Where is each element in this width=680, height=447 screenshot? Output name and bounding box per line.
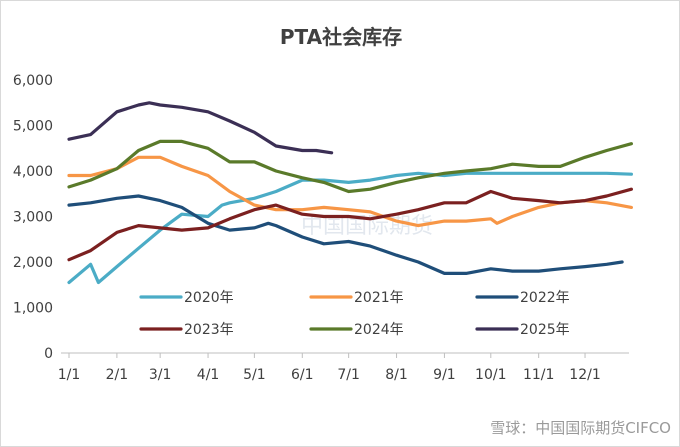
legend-item-2022: 2022年: [475, 290, 570, 306]
legend-label: 2024年: [354, 322, 404, 338]
y-tick-label: 0: [44, 346, 53, 362]
legend-item-2020: 2020年: [139, 290, 234, 306]
y-tick-label: 1,000: [13, 301, 53, 317]
legend-item-2023: 2023年: [139, 322, 234, 338]
x-tick-label: 2/1: [106, 367, 129, 383]
y-tick-label: 3,000: [13, 210, 53, 226]
y-tick-label: 4,000: [13, 164, 53, 180]
legend-label: 2020年: [184, 290, 234, 306]
corner-watermark: 雪球：中国国际期货CIFCO: [490, 419, 671, 437]
x-tick-label: 11/1: [523, 367, 554, 383]
x-tick-label: 5/1: [243, 367, 266, 383]
chart-title: PTA社会库存: [280, 25, 402, 49]
legend-item-2024: 2024年: [309, 322, 404, 338]
series-line-2024: [67, 139, 634, 194]
x-tick-label: 8/1: [385, 367, 408, 383]
series-line-2021: [67, 155, 634, 228]
y-tick-label: 5,000: [13, 119, 53, 135]
series-line-2025: [67, 101, 334, 155]
legend-label: 2025年: [520, 322, 570, 338]
series-line-2022: [67, 194, 624, 275]
y-tick-label: 2,000: [13, 255, 53, 271]
x-tick-label: 7/1: [337, 367, 360, 383]
legend-label: 2021年: [354, 290, 404, 306]
x-tick-label: 10/1: [475, 367, 506, 383]
series-line-2023: [67, 187, 634, 262]
legend-item-2021: 2021年: [309, 290, 404, 306]
x-tick-label: 1/1: [58, 367, 81, 383]
y-tick-label: 6,000: [13, 73, 53, 89]
x-tick-label: 4/1: [197, 367, 220, 383]
x-tick-label: 3/1: [149, 367, 172, 383]
legend-item-2025: 2025年: [475, 322, 570, 338]
legend-label: 2023年: [184, 322, 234, 338]
x-tick-label: 12/1: [569, 367, 600, 383]
series-line-2020: [67, 171, 634, 285]
x-tick-label: 6/1: [291, 367, 314, 383]
x-tick-label: 9/1: [433, 367, 456, 383]
legend-label: 2022年: [520, 290, 570, 306]
